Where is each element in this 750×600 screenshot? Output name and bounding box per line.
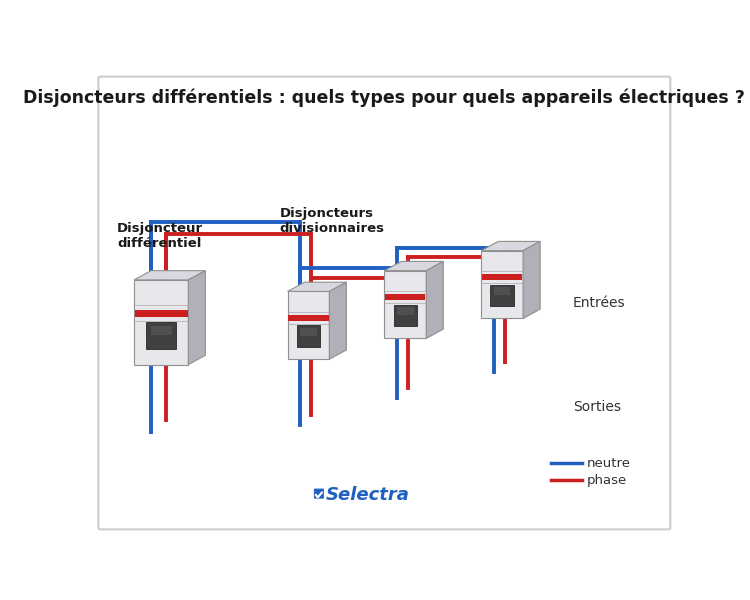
Polygon shape xyxy=(397,307,413,315)
Polygon shape xyxy=(287,282,346,292)
Polygon shape xyxy=(482,274,522,280)
Polygon shape xyxy=(490,284,514,306)
Polygon shape xyxy=(287,292,329,359)
Polygon shape xyxy=(426,262,443,338)
Polygon shape xyxy=(146,322,176,349)
Polygon shape xyxy=(482,251,523,319)
Polygon shape xyxy=(482,241,540,251)
Polygon shape xyxy=(384,271,426,338)
Polygon shape xyxy=(188,271,206,365)
Text: Disjoncteurs différentiels : quels types pour quels appareils électriques ?: Disjoncteurs différentiels : quels types… xyxy=(23,89,746,107)
Polygon shape xyxy=(494,287,511,295)
Polygon shape xyxy=(300,328,316,335)
Polygon shape xyxy=(297,325,320,347)
Text: Selectra: Selectra xyxy=(326,487,410,505)
Polygon shape xyxy=(384,262,443,271)
Text: Disjoncteurs
divisionnaires: Disjoncteurs divisionnaires xyxy=(280,207,385,235)
Polygon shape xyxy=(386,295,425,301)
Polygon shape xyxy=(134,280,188,365)
Polygon shape xyxy=(329,282,346,359)
Polygon shape xyxy=(151,326,172,335)
Text: Entrées: Entrées xyxy=(573,296,626,310)
Polygon shape xyxy=(523,241,540,319)
Text: Sorties: Sorties xyxy=(573,400,621,414)
Polygon shape xyxy=(135,310,188,317)
Text: phase: phase xyxy=(586,473,627,487)
Polygon shape xyxy=(134,271,206,280)
FancyBboxPatch shape xyxy=(314,489,323,498)
Text: neutre: neutre xyxy=(586,457,631,470)
Polygon shape xyxy=(288,315,328,321)
Polygon shape xyxy=(394,305,417,326)
Text: Disjoncteur
différentiel: Disjoncteur différentiel xyxy=(117,222,203,250)
